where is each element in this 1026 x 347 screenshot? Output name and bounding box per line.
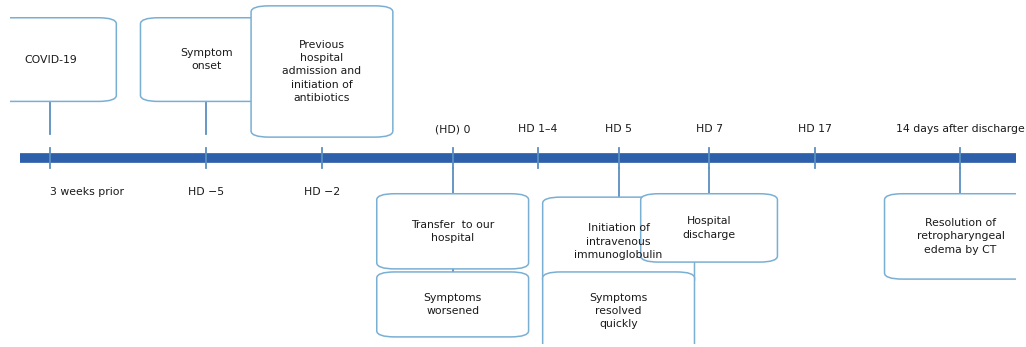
FancyBboxPatch shape — [543, 272, 695, 347]
Text: 3 weeks prior: 3 weeks prior — [50, 187, 124, 197]
FancyBboxPatch shape — [377, 194, 528, 269]
Text: HD −5: HD −5 — [188, 187, 225, 197]
Text: HD 17: HD 17 — [797, 124, 832, 134]
FancyBboxPatch shape — [0, 18, 116, 101]
Text: HD 7: HD 7 — [696, 124, 722, 134]
FancyBboxPatch shape — [251, 6, 393, 137]
Text: Previous
hospital
admission and
initiation of
antibiotics: Previous hospital admission and initiati… — [282, 40, 361, 103]
Text: Symptoms
resolved
quickly: Symptoms resolved quickly — [590, 293, 647, 329]
Text: HD −2: HD −2 — [304, 187, 340, 197]
Text: HD 5: HD 5 — [605, 124, 632, 134]
Text: Symptoms
worsened: Symptoms worsened — [424, 293, 482, 316]
Text: 14 days after discharge: 14 days after discharge — [896, 124, 1025, 134]
FancyBboxPatch shape — [377, 272, 528, 337]
Text: COVID-19: COVID-19 — [24, 54, 77, 65]
FancyBboxPatch shape — [884, 194, 1026, 279]
Text: Symptom
onset: Symptom onset — [180, 48, 233, 71]
FancyBboxPatch shape — [141, 18, 272, 101]
Text: Resolution of
retropharyngeal
edema by CT: Resolution of retropharyngeal edema by C… — [916, 218, 1004, 255]
Text: HD 1–4: HD 1–4 — [518, 124, 558, 134]
Text: Hospital
discharge: Hospital discharge — [682, 216, 736, 239]
FancyBboxPatch shape — [543, 197, 695, 286]
FancyBboxPatch shape — [640, 194, 778, 262]
Text: (HD) 0: (HD) 0 — [435, 124, 471, 134]
Text: Transfer  to our
hospital: Transfer to our hospital — [411, 220, 495, 243]
Text: Initiation of
intravenous
immunoglobulin: Initiation of intravenous immunoglobulin — [575, 223, 663, 260]
